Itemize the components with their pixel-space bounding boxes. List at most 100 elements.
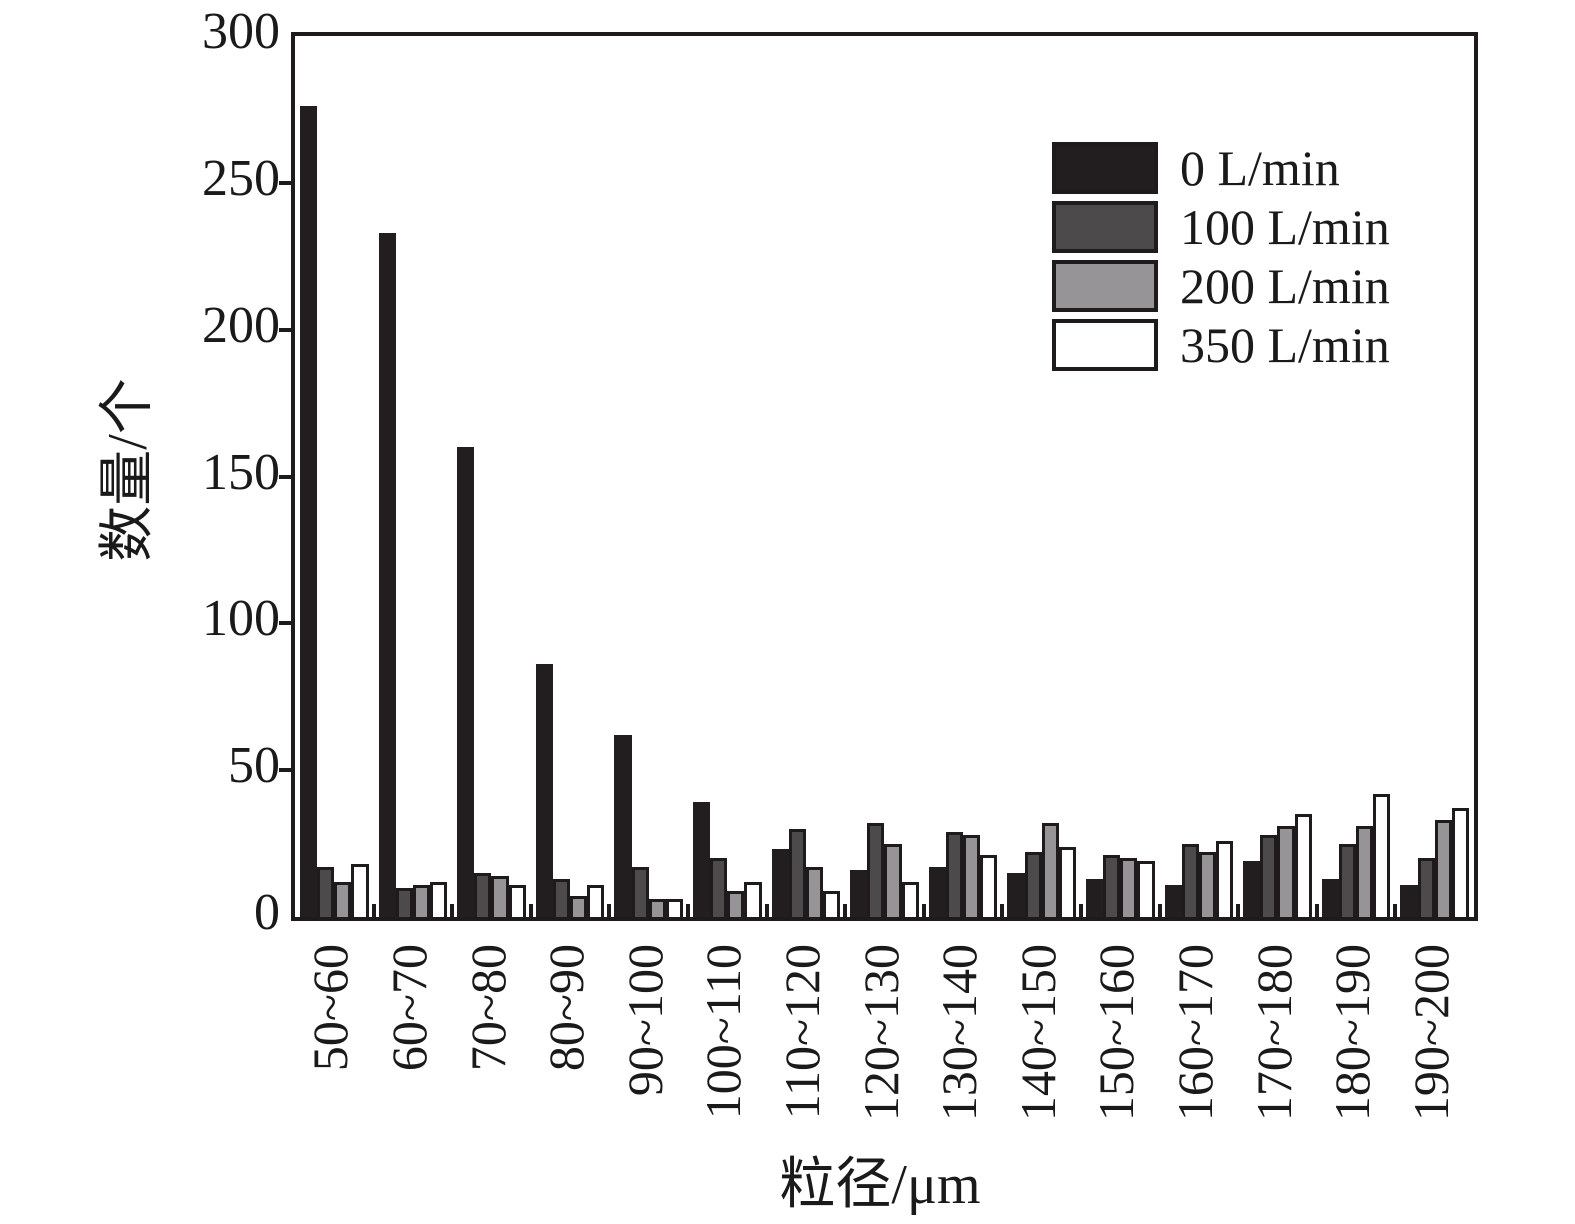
bar-group-90~100	[609, 36, 688, 917]
bar-200-L-min-80~90	[570, 896, 588, 917]
bar-200-L-min-110~120	[805, 867, 824, 917]
bar-0-L-min-60~70	[378, 232, 396, 917]
bar-100-L-min-50~60	[317, 867, 335, 917]
x-axis-tick-label: 130~140	[931, 944, 988, 1122]
bar-350-L-min-110~120	[823, 890, 841, 917]
bar-100-L-min-120~130	[867, 823, 885, 917]
y-axis-tick-mark	[279, 768, 292, 773]
legend-label: 350 L/min	[1180, 317, 1390, 373]
x-axis-tick-label: 110~120	[773, 944, 830, 1120]
bar-100-L-min-190~200	[1417, 858, 1435, 917]
bar-group-100~110	[688, 36, 767, 917]
bar-group-70~80	[452, 36, 531, 917]
bar-100-L-min-60~70	[395, 887, 413, 917]
legend-label: 100 L/min	[1180, 199, 1390, 255]
x-axis-title: 粒径/μm	[779, 1154, 981, 1216]
bar-0-L-min-190~200	[1400, 884, 1418, 917]
bar-0-L-min-110~120	[771, 849, 789, 917]
bar-0-L-min-160~170	[1164, 884, 1182, 917]
x-axis-tick-mark	[371, 904, 376, 917]
bar-group-110~120	[767, 36, 846, 917]
y-axis-tick-label: 300	[202, 3, 280, 60]
bar-group-50~60	[295, 36, 374, 917]
bar-200-L-min-140~150	[1041, 823, 1059, 917]
x-axis-tick-mark	[921, 904, 926, 917]
bar-100-L-min-80~90	[552, 878, 571, 917]
bar-0-L-min-130~140	[928, 867, 946, 917]
bar-350-L-min-140~150	[1058, 846, 1076, 917]
x-axis-tick-mark	[528, 904, 533, 917]
bar-350-L-min-170~180	[1294, 814, 1312, 917]
x-axis-tick-label: 140~150	[1009, 944, 1066, 1122]
bar-200-L-min-170~180	[1277, 825, 1295, 917]
bar-group-180~190	[1317, 36, 1396, 917]
bar-group-80~90	[531, 36, 610, 917]
x-axis-tick-mark	[843, 904, 848, 917]
y-axis-tick-label: 100	[202, 590, 280, 648]
bar-200-L-min-150~160	[1120, 858, 1138, 917]
x-axis-tick-mark	[686, 904, 690, 917]
bar-350-L-min-120~130	[901, 881, 919, 917]
bar-350-L-min-60~70	[430, 881, 448, 917]
bar-350-L-min-80~90	[587, 884, 605, 917]
bar-0-L-min-100~110	[692, 802, 711, 917]
legend-swatch-200-L-min	[1052, 260, 1158, 312]
bar-100-L-min-140~150	[1024, 852, 1042, 917]
x-axis-tick-mark	[1079, 904, 1083, 917]
x-axis-tick-label: 70~80	[459, 944, 516, 1072]
bar-200-L-min-130~140	[963, 834, 981, 917]
legend: 0 L/min 100 L/min 200 L/min 350 L/min	[1052, 142, 1390, 371]
bar-100-L-min-150~160	[1103, 855, 1121, 917]
bar-100-L-min-70~80	[474, 872, 492, 917]
bars-container	[279, 36, 1474, 917]
bar-0-L-min-90~100	[614, 734, 632, 917]
bar-0-L-min-140~150	[1007, 872, 1025, 917]
legend-row: 100 L/min	[1052, 201, 1390, 253]
legend-swatch-350-L-min	[1052, 319, 1158, 371]
bar-350-L-min-90~100	[665, 899, 683, 917]
bar-350-L-min-100~110	[744, 881, 762, 917]
x-axis-tick-labels: 50~60 60~70 70~80 80~90 90~100 100~110 110~120…	[291, 944, 1470, 1154]
bar-0-L-min-70~80	[457, 447, 475, 917]
bar-200-L-min-50~60	[334, 881, 352, 917]
bar-0-L-min-120~130	[850, 870, 868, 917]
legend-row: 200 L/min	[1052, 260, 1390, 312]
x-axis-tick-mark	[764, 904, 769, 917]
y-axis-tick-mark	[279, 474, 292, 479]
x-axis-tick-label: 180~190	[1324, 944, 1381, 1122]
bar-100-L-min-170~180	[1260, 834, 1278, 917]
x-axis-tick-label: 90~100	[616, 944, 673, 1097]
bar-200-L-min-70~80	[491, 875, 509, 917]
bar-200-L-min-90~100	[648, 899, 666, 917]
bar-group-190~200	[1395, 36, 1474, 917]
bar-100-L-min-180~190	[1338, 843, 1357, 917]
y-axis-tick-mark	[279, 621, 292, 626]
y-axis-tick-label: 50	[228, 737, 280, 795]
x-axis-tick-mark	[1314, 904, 1319, 917]
y-axis-tick-mark	[279, 327, 292, 332]
y-axis-tick-labels: 0 50 100 150 200 250 300	[120, 6, 280, 939]
x-axis-tick-label: 80~90	[538, 944, 595, 1072]
legend-label: 0 L/min	[1180, 140, 1340, 196]
bar-350-L-min-130~140	[980, 855, 998, 917]
y-axis-tick-mark	[279, 180, 292, 185]
bar-0-L-min-80~90	[535, 664, 553, 917]
bar-100-L-min-100~110	[710, 858, 728, 917]
bar-100-L-min-160~170	[1181, 843, 1199, 917]
bar-200-L-min-60~70	[412, 884, 431, 917]
bar-group-160~170	[1160, 36, 1239, 917]
x-axis-tick-label: 100~110	[695, 944, 752, 1120]
bar-350-L-min-50~60	[351, 864, 369, 917]
bar-200-L-min-120~130	[884, 843, 902, 917]
bar-200-L-min-190~200	[1434, 820, 1452, 917]
x-axis-tick-mark	[607, 904, 612, 917]
x-axis-tick-label: 120~130	[852, 944, 909, 1122]
legend-swatch-100-L-min	[1052, 201, 1158, 253]
x-axis-tick-mark	[1236, 904, 1241, 917]
x-axis-tick-mark	[1000, 904, 1005, 917]
bar-0-L-min-170~180	[1243, 861, 1261, 917]
y-axis-title: 数量/个	[97, 378, 159, 562]
bar-group-140~150	[1002, 36, 1081, 917]
bar-350-L-min-190~200	[1451, 808, 1469, 917]
bar-group-170~180	[1238, 36, 1317, 917]
